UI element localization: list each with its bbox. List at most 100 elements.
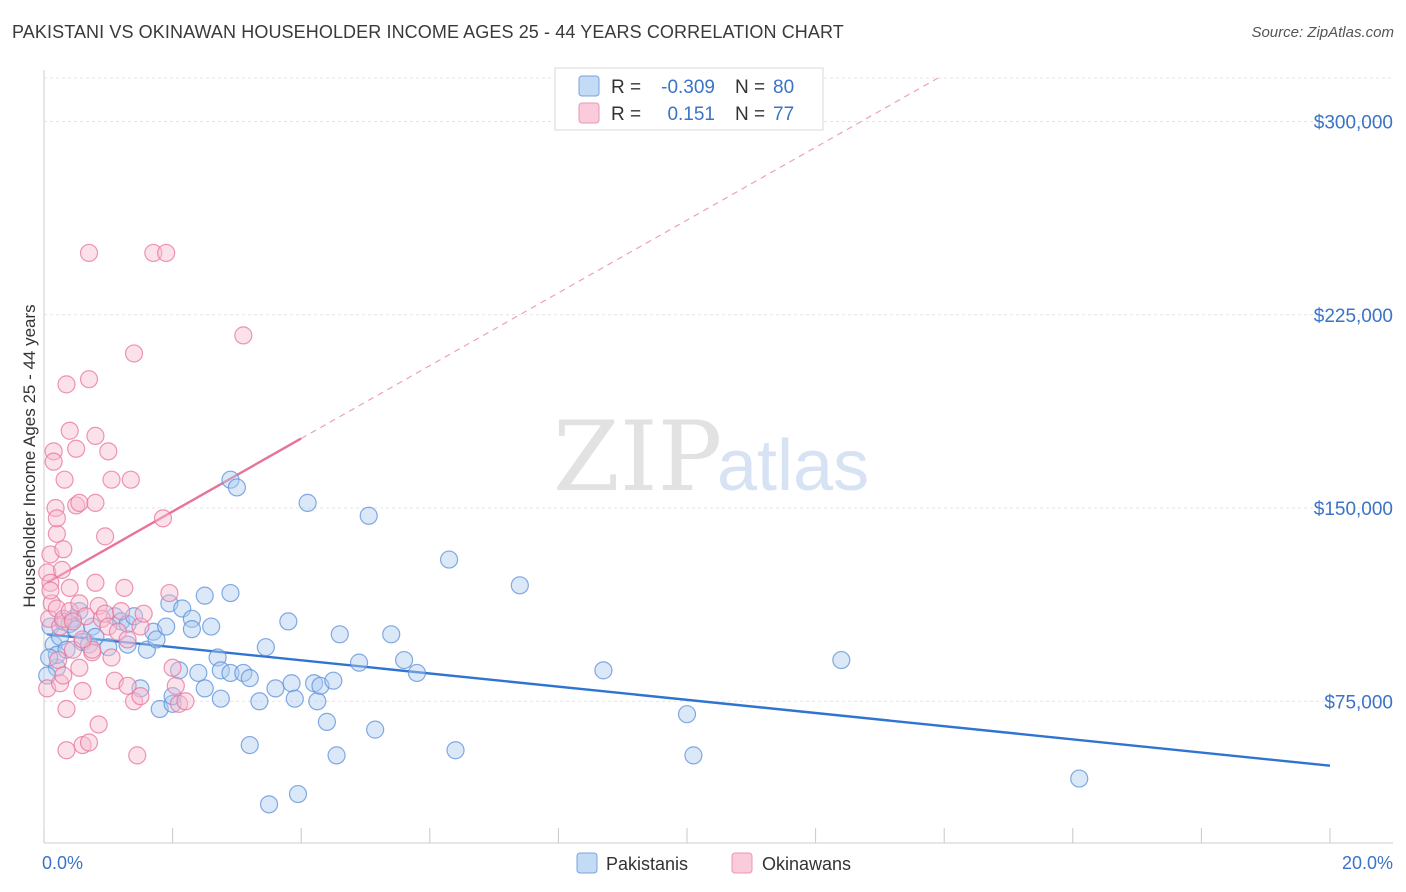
x-tick-label-right: 20.0% <box>1342 853 1393 873</box>
series-okinawans <box>38 243 253 765</box>
bottom-legend-swatch-okinawans <box>731 852 753 874</box>
point-pakistanis-34 <box>189 663 208 683</box>
point-okinawans-54 <box>118 676 137 695</box>
point-pakistanis-36 <box>195 586 214 605</box>
point-okinawans-38 <box>86 426 105 445</box>
point-pakistanis-61 <box>324 671 343 690</box>
point-pakistanis-58 <box>308 692 327 711</box>
point-okinawans-23 <box>60 578 79 598</box>
point-pakistanis-74 <box>677 705 697 724</box>
watermark-atlas: atlas <box>717 426 869 506</box>
point-okinawans-7 <box>44 452 63 471</box>
point-okinawans-76 <box>41 581 60 600</box>
point-okinawans-5 <box>42 594 61 613</box>
point-okinawans-67 <box>163 658 182 677</box>
point-okinawans-29 <box>70 493 89 512</box>
point-okinawans-35 <box>79 243 99 263</box>
bottom-legend-okinawans: Okinawans <box>762 854 851 874</box>
point-okinawans-52 <box>112 601 131 621</box>
legend-n-value-1: 80 <box>773 77 794 98</box>
point-okinawans-22 <box>60 601 79 621</box>
point-pakistanis-67 <box>382 625 401 644</box>
point-okinawans-15 <box>54 666 73 685</box>
point-pakistanis-54 <box>285 689 304 708</box>
legend-r-value-1: -0.309 <box>661 77 715 98</box>
point-pakistanis-64 <box>349 653 369 672</box>
point-pakistanis-47 <box>240 735 259 755</box>
bottom-legend-swatch-pakistanis <box>576 852 598 874</box>
point-pakistanis-52 <box>279 612 298 631</box>
point-okinawans-26 <box>67 439 86 458</box>
point-okinawans-65 <box>157 243 176 263</box>
point-okinawans-18 <box>55 470 74 489</box>
legend-swatch-pakistanis <box>578 75 600 97</box>
legend-r-label-2: R = <box>611 104 641 125</box>
point-okinawans-72 <box>47 509 66 528</box>
point-okinawans-59 <box>128 746 147 765</box>
x-tick-label-left: 0.0% <box>42 853 83 873</box>
point-pakistanis-24 <box>147 630 166 649</box>
legend-box: R = -0.309 N = 80 R = 0.151 N = 77 <box>554 67 824 131</box>
point-okinawans-75 <box>73 630 92 649</box>
point-pakistanis-68 <box>394 650 414 670</box>
point-okinawans-63 <box>144 243 163 263</box>
point-okinawans-6 <box>44 442 63 461</box>
watermark-zip: ZIP <box>553 401 722 513</box>
point-okinawans-62 <box>134 604 153 623</box>
point-pakistanis-44 <box>227 478 246 497</box>
point-pakistanis-53 <box>282 674 301 693</box>
point-okinawans-71 <box>234 326 253 345</box>
point-okinawans-49 <box>102 470 121 489</box>
point-okinawans-33 <box>79 733 99 752</box>
point-pakistanis-51 <box>266 679 285 698</box>
trend-line-okinawans <box>46 437 302 584</box>
source-label: Source: ZipAtlas.com <box>1251 24 1394 41</box>
point-pakistanis-73 <box>594 661 613 680</box>
point-okinawans-20 <box>57 699 76 719</box>
bottom-legend: Pakistanis Okinawans <box>576 852 851 874</box>
point-pakistanis-49 <box>256 638 275 657</box>
point-okinawans-73 <box>57 741 76 760</box>
point-pakistanis-48 <box>250 692 269 711</box>
point-pakistanis-19 <box>118 635 137 654</box>
point-pakistanis-75 <box>684 746 703 765</box>
point-okinawans-3 <box>41 573 60 592</box>
chart-title: PAKISTANI VS OKINAWAN HOUSEHOLDER INCOME… <box>12 22 844 42</box>
point-pakistanis-62 <box>327 746 346 765</box>
point-pakistanis-65 <box>359 506 378 525</box>
point-okinawans-47 <box>99 617 118 636</box>
axes <box>43 70 1393 844</box>
point-okinawans-17 <box>54 540 73 559</box>
point-okinawans-46 <box>99 442 118 461</box>
point-okinawans-41 <box>89 715 108 734</box>
y-axis-title: Householder Income Ages 25 - 44 years <box>20 304 39 607</box>
point-okinawans-51 <box>108 622 128 641</box>
point-okinawans-9 <box>47 524 66 543</box>
point-pakistanis-41 <box>221 583 240 603</box>
point-okinawans-74 <box>63 612 83 631</box>
point-pakistanis-72 <box>510 576 529 595</box>
y-tick-labels: $75,000 $150,000 $225,000 $300,000 <box>1314 113 1393 714</box>
y-tick-label-3: $300,000 <box>1314 113 1393 134</box>
point-pakistanis-69 <box>407 663 427 683</box>
point-okinawans-57 <box>124 344 144 363</box>
point-pakistanis-35 <box>195 679 214 698</box>
point-okinawans-11 <box>49 650 68 670</box>
data-points <box>38 243 1089 814</box>
trend-lines <box>46 77 1331 767</box>
point-okinawans-70 <box>176 692 195 711</box>
point-okinawans-25 <box>67 496 86 515</box>
legend-r-value-2: 0.151 <box>667 104 715 125</box>
point-okinawans-64 <box>153 509 173 528</box>
point-okinawans-34 <box>79 370 99 389</box>
point-pakistanis-13 <box>83 617 102 636</box>
bottom-legend-pakistanis: Pakistanis <box>606 854 688 874</box>
series-pakistanis <box>38 470 1089 814</box>
y-tick-label-1: $150,000 <box>1314 499 1393 520</box>
point-okinawans-1 <box>38 563 57 582</box>
point-okinawans-14 <box>52 560 72 579</box>
point-okinawans-66 <box>160 583 179 603</box>
point-pakistanis-66 <box>366 720 385 739</box>
point-pakistanis-37 <box>202 617 221 636</box>
point-pakistanis-56 <box>298 493 317 512</box>
